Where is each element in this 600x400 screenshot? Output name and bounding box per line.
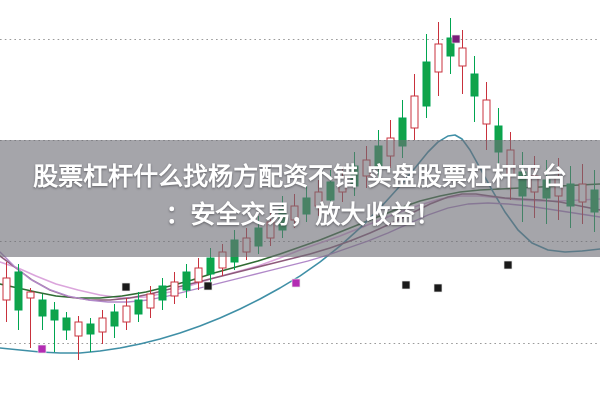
- candle: [158, 278, 167, 310]
- candle: [122, 298, 131, 330]
- banner-headline: 股票杠杆什么找杨方配资不错 实盘股票杠杆平台 ：安全交易，放大收益！: [0, 158, 600, 234]
- candle: [458, 30, 467, 94]
- candle-body: [158, 285, 167, 301]
- marker-magenta: [291, 278, 301, 288]
- candle: [182, 264, 191, 298]
- candle: [62, 312, 71, 340]
- candle-body: [494, 125, 503, 153]
- candle-body: [194, 267, 203, 283]
- headline-line-2: ：安全交易，放大收益！: [165, 200, 441, 229]
- marker-black: [121, 282, 131, 292]
- candle-body: [26, 291, 35, 299]
- candle-body: [458, 47, 467, 67]
- candle: [38, 294, 47, 330]
- candle-body: [422, 61, 431, 107]
- candle-body: [2, 277, 11, 301]
- candle: [26, 288, 35, 348]
- candle-body: [146, 293, 155, 309]
- candle: [146, 286, 155, 318]
- candle-body: [386, 137, 395, 157]
- candle-body: [134, 299, 143, 315]
- candle: [98, 310, 107, 344]
- candle: [110, 304, 119, 338]
- candle-body: [470, 73, 479, 97]
- candle: [134, 292, 143, 322]
- candle-body: [86, 323, 95, 335]
- candle: [398, 100, 407, 158]
- marker-black: [503, 260, 513, 270]
- candle: [50, 302, 59, 352]
- candle-body: [446, 37, 455, 57]
- marker-magenta: [37, 344, 47, 354]
- candle-body: [242, 237, 251, 253]
- candle: [446, 18, 455, 74]
- candle: [2, 262, 11, 322]
- candle-body: [230, 239, 239, 263]
- candle: [230, 230, 239, 270]
- marker-black: [433, 283, 443, 293]
- candle: [470, 56, 479, 122]
- candle-body: [218, 251, 227, 269]
- candle-body: [410, 95, 419, 129]
- candle: [482, 82, 491, 150]
- candle-body: [206, 257, 215, 275]
- candle-body: [398, 117, 407, 147]
- candle: [410, 74, 419, 140]
- headline-line-1: 股票杠杆什么找杨方配资不错 实盘股票杠杆平台: [33, 162, 567, 191]
- candle-body: [50, 309, 59, 321]
- candle: [206, 248, 215, 282]
- candle-body: [122, 305, 131, 323]
- candle-body: [482, 99, 491, 125]
- candle: [194, 258, 203, 290]
- candle-body: [74, 321, 83, 337]
- candle: [86, 318, 95, 352]
- candle: [422, 34, 431, 118]
- candle-body: [38, 299, 47, 317]
- candle-body: [170, 281, 179, 297]
- marker-black: [401, 280, 411, 290]
- marker-black: [203, 281, 213, 291]
- candle-body: [62, 317, 71, 331]
- candle-body: [182, 271, 191, 291]
- chart-markers: [37, 34, 513, 354]
- candle: [434, 22, 443, 96]
- candle-body: [110, 311, 119, 327]
- candle-body: [434, 43, 443, 73]
- candle: [170, 272, 179, 304]
- candle: [14, 264, 23, 330]
- marker-magenta: [451, 34, 461, 44]
- candle: [74, 316, 83, 360]
- candle-body: [98, 317, 107, 333]
- candle-body: [14, 271, 23, 311]
